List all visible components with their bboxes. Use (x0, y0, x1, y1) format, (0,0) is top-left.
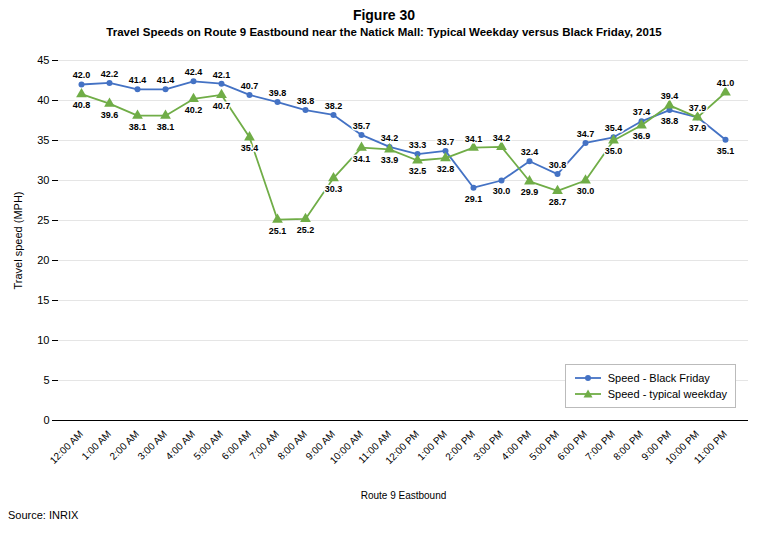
svg-text:2:00 PM: 2:00 PM (443, 428, 477, 462)
svg-text:5:00 PM: 5:00 PM (527, 428, 561, 462)
svg-text:30.0: 30.0 (577, 186, 595, 196)
svg-text:30: 30 (37, 174, 49, 186)
svg-text:6:00 AM: 6:00 AM (219, 428, 253, 462)
svg-text:35.4: 35.4 (241, 143, 259, 153)
svg-text:30.3: 30.3 (325, 184, 343, 194)
svg-text:33.7: 33.7 (437, 137, 455, 147)
svg-text:33.9: 33.9 (381, 155, 399, 165)
svg-text:11:00 AM: 11:00 AM (356, 428, 394, 466)
svg-text:38.1: 38.1 (157, 122, 175, 132)
svg-text:5: 5 (43, 374, 49, 386)
svg-text:45: 45 (37, 54, 49, 66)
svg-text:20: 20 (37, 254, 49, 266)
svg-text:37.9: 37.9 (689, 123, 707, 133)
html-text:Travel Speeds on Route 9 Eastb: Travel Speeds on Route 9 Eastbound near … (106, 26, 662, 38)
svg-text:35.1: 35.1 (717, 146, 735, 156)
html-text:Speed - Black Friday: Speed - Black Friday (607, 372, 710, 384)
svg-text:32.4: 32.4 (521, 147, 539, 157)
svg-text:10: 10 (37, 334, 49, 346)
svg-text:39.4: 39.4 (661, 91, 679, 101)
svg-text:28.7: 28.7 (549, 197, 567, 207)
svg-text:36.9: 36.9 (633, 131, 651, 141)
svg-text:15: 15 (37, 294, 49, 306)
svg-text:1:00 PM: 1:00 PM (415, 428, 449, 462)
svg-text:41.0: 41.0 (717, 78, 735, 88)
html-text:Speed - typical weekday: Speed - typical weekday (607, 388, 727, 400)
svg-text:30.0: 30.0 (493, 186, 511, 196)
svg-text:37.9: 37.9 (689, 103, 707, 113)
svg-text:35.7: 35.7 (353, 121, 371, 131)
svg-text:40.7: 40.7 (241, 81, 259, 91)
svg-text:37.4: 37.4 (633, 107, 651, 117)
svg-text:9:00 AM: 9:00 AM (303, 428, 338, 462)
svg-text:32.5: 32.5 (409, 166, 427, 176)
svg-text:7:00 AM: 7:00 AM (247, 428, 281, 462)
svg-text:35: 35 (37, 134, 49, 146)
svg-text:32.8: 32.8 (437, 164, 455, 174)
svg-text:42.4: 42.4 (185, 67, 203, 77)
svg-text:34.7: 34.7 (577, 129, 595, 139)
svg-text:25.1: 25.1 (269, 226, 287, 236)
svg-text:38.1: 38.1 (129, 122, 147, 132)
svg-text:38.2: 38.2 (325, 101, 343, 111)
svg-text:34.1: 34.1 (465, 134, 483, 144)
svg-text:25.2: 25.2 (297, 225, 315, 235)
svg-text:42.0: 42.0 (73, 70, 91, 80)
svg-text:4:00 AM: 4:00 AM (163, 428, 197, 462)
html-text:Figure 30: Figure 30 (352, 7, 416, 23)
svg-text:4:00 PM: 4:00 PM (499, 428, 533, 462)
svg-text:40.7: 40.7 (213, 101, 231, 111)
svg-text:39.6: 39.6 (101, 110, 119, 120)
svg-text:12:00 PM: 12:00 PM (383, 428, 421, 466)
svg-text:38.8: 38.8 (297, 96, 315, 106)
svg-text:10:00 AM: 10:00 AM (327, 428, 366, 466)
svg-text:8:00 AM: 8:00 AM (275, 428, 309, 462)
html-text:Source: INRIX: Source: INRIX (8, 509, 79, 521)
svg-text:7:00 PM: 7:00 PM (583, 428, 617, 462)
svg-text:42.2: 42.2 (101, 69, 119, 79)
svg-text:11:00 PM: 11:00 PM (692, 428, 730, 466)
svg-text:29.9: 29.9 (521, 187, 539, 197)
svg-text:34.2: 34.2 (493, 133, 511, 143)
svg-text:42.1: 42.1 (213, 70, 231, 80)
svg-text:41.4: 41.4 (129, 75, 147, 85)
svg-text:34.2: 34.2 (381, 133, 399, 143)
svg-text:35.4: 35.4 (605, 123, 623, 133)
svg-text:9:00 PM: 9:00 PM (639, 428, 674, 463)
svg-text:1:00 AM: 1:00 AM (79, 428, 113, 462)
svg-text:40: 40 (37, 94, 49, 106)
svg-text:Route 9 Eastbound: Route 9 Eastbound (361, 490, 447, 501)
svg-text:10:00 PM: 10:00 PM (663, 428, 702, 467)
svg-text:12:00 AM: 12:00 AM (48, 428, 86, 466)
svg-text:39.8: 39.8 (269, 88, 287, 98)
svg-text:2:00 AM: 2:00 AM (107, 428, 141, 462)
svg-text:25: 25 (37, 214, 49, 226)
svg-text:38.8: 38.8 (661, 116, 679, 126)
svg-text:3:00 PM: 3:00 PM (471, 428, 505, 462)
svg-text:29.1: 29.1 (465, 194, 483, 204)
svg-text:34.1: 34.1 (353, 154, 371, 164)
svg-text:3:00 AM: 3:00 AM (135, 428, 169, 462)
svg-text:40.2: 40.2 (185, 105, 203, 115)
svg-text:8:00 PM: 8:00 PM (611, 428, 645, 462)
svg-text:0: 0 (43, 414, 49, 426)
svg-text:35.0: 35.0 (605, 146, 623, 156)
svg-text:6:00 PM: 6:00 PM (555, 428, 589, 462)
svg-text:33.3: 33.3 (409, 140, 427, 150)
svg-text:5:00 AM: 5:00 AM (191, 428, 225, 462)
svg-text:41.4: 41.4 (157, 75, 175, 85)
svg-text:40.8: 40.8 (73, 100, 91, 110)
svg-text:Travel speed (MPH): Travel speed (MPH) (12, 191, 24, 289)
svg-text:30.8: 30.8 (549, 160, 567, 170)
